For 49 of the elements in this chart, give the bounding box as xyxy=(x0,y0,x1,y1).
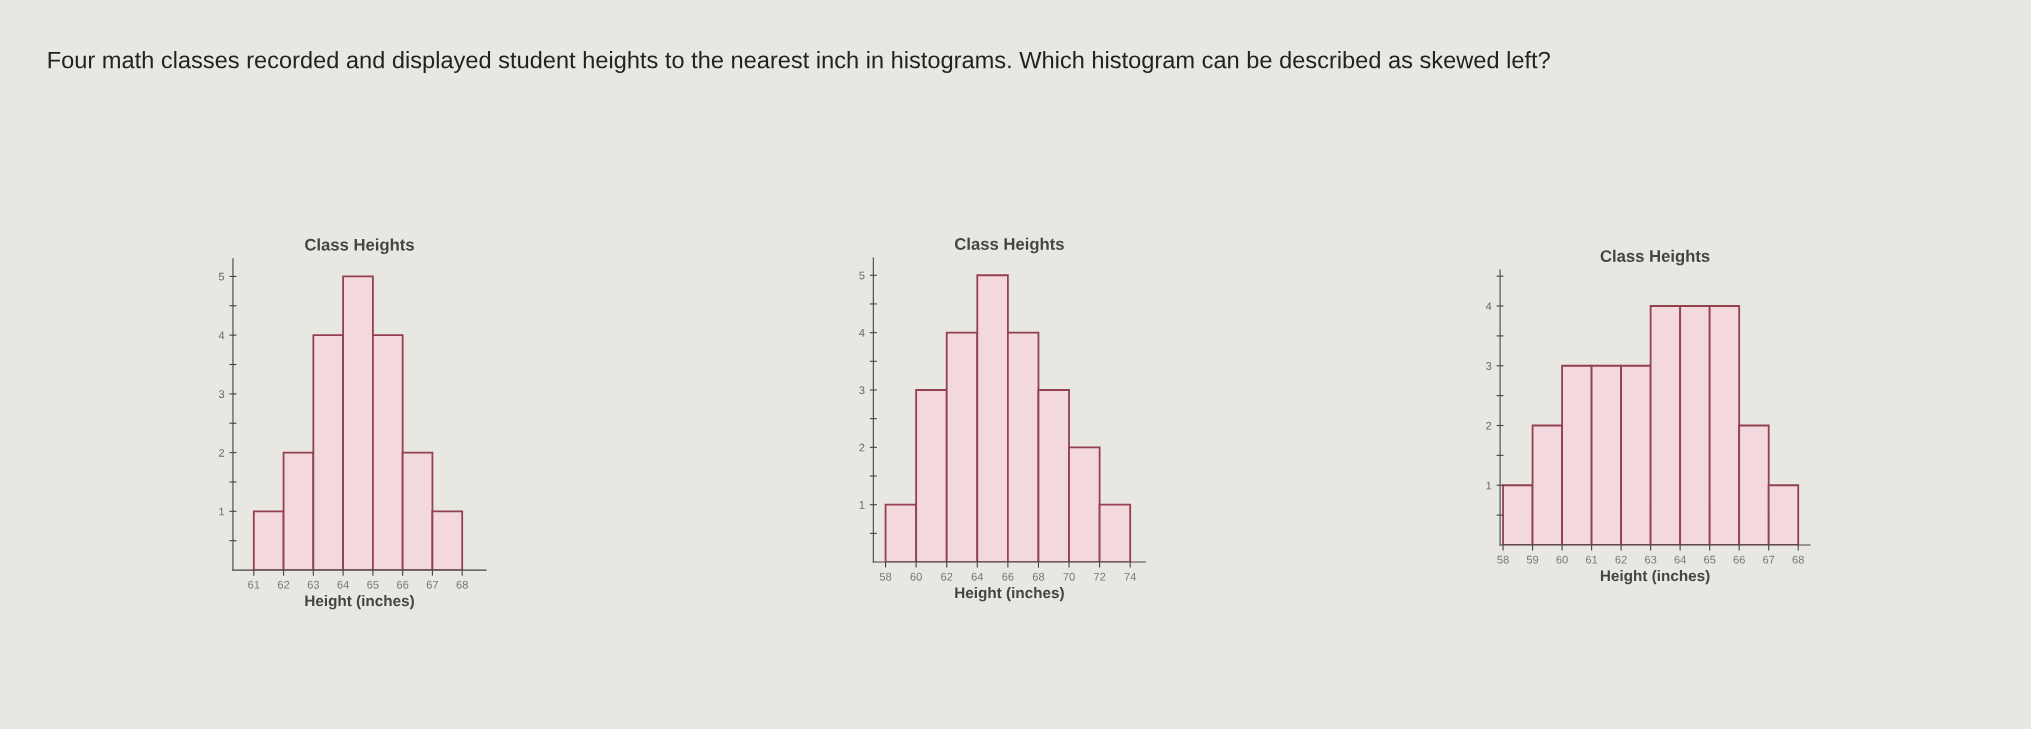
x-tick-label: 65 xyxy=(1704,555,1716,564)
y-tick-label: 1 xyxy=(1486,481,1492,490)
x-tick-label: 68 xyxy=(1032,572,1045,581)
x-tick-label: 66 xyxy=(397,580,409,589)
y-tick-label: 2 xyxy=(859,443,865,452)
x-tick-label: 61 xyxy=(1585,555,1598,564)
y-tick-label: 1 xyxy=(219,507,225,516)
x-tick-label: 60 xyxy=(1556,555,1568,564)
x-tick-label: 66 xyxy=(1002,572,1014,581)
y-tick-label: 4 xyxy=(1485,302,1492,311)
x-tick-label: 58 xyxy=(1497,555,1509,564)
y-tick-label: 3 xyxy=(218,390,225,399)
x-tick-label: 68 xyxy=(1792,555,1804,564)
chart-title: Class Heights xyxy=(1600,249,1710,266)
x-tick-label: 61 xyxy=(248,580,260,589)
x-tick-label: 60 xyxy=(910,572,922,581)
y-tick-label: 4 xyxy=(859,329,865,337)
y-tick-label: 2 xyxy=(1486,421,1492,430)
y-tick-label: 3 xyxy=(1486,362,1492,370)
x-tick-label: 66 xyxy=(1733,555,1745,564)
x-tick-label: 64 xyxy=(1674,555,1687,564)
chart-title: Class Heights xyxy=(954,237,1064,254)
x-tick-label: 62 xyxy=(277,580,290,589)
chart-title: Class Heights xyxy=(305,238,414,254)
x-axis-title: Height (inches) xyxy=(955,587,1064,602)
x-tick-label: 68 xyxy=(456,580,468,589)
x-axis-title: Height (inches) xyxy=(1600,569,1710,585)
x-tick-label: 70 xyxy=(1063,572,1075,581)
x-tick-label: 67 xyxy=(1763,555,1775,564)
y-tick-label: 5 xyxy=(859,271,865,280)
x-tick-label: 64 xyxy=(337,580,349,589)
x-tick-label: 62 xyxy=(941,572,953,581)
text: Four math classes recorded and displayed student heights to the nearest inch in histograms. Which histogram can be described as skewed left? xyxy=(48,51,1550,74)
x-tick-label: 58 xyxy=(879,572,892,581)
x-tick-label: 63 xyxy=(307,580,320,589)
y-tick-label: 3 xyxy=(859,386,865,395)
x-tick-label: 65 xyxy=(367,580,379,589)
y-tick-label: 5 xyxy=(218,272,225,281)
x-tick-label: 64 xyxy=(971,572,984,581)
x-tick-label: 67 xyxy=(426,580,439,589)
x-tick-label: 72 xyxy=(1094,572,1106,581)
x-tick-label: 63 xyxy=(1645,555,1657,564)
y-tick-label: 1 xyxy=(859,501,865,509)
y-tick-label: 4 xyxy=(218,331,225,340)
y-tick-label: 2 xyxy=(219,448,225,457)
x-tick-label: 74 xyxy=(1124,572,1137,581)
x-axis-title: Height (inches) xyxy=(305,595,414,610)
x-tick-label: 62 xyxy=(1615,555,1627,564)
x-tick-label: 59 xyxy=(1526,555,1539,564)
